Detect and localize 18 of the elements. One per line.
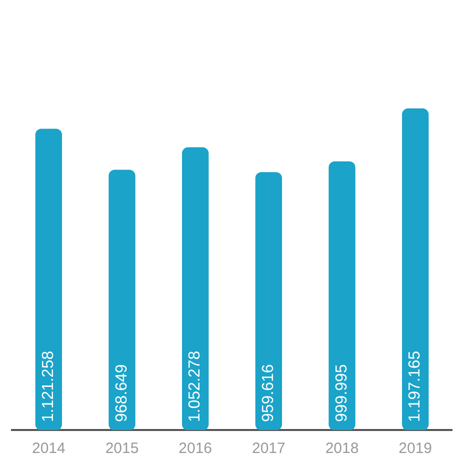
data-label: 1.121.258 <box>40 350 58 422</box>
x-tick-label: 2014 <box>32 440 66 458</box>
x-tick-label: 2019 <box>398 440 432 458</box>
bar <box>35 128 62 430</box>
bar <box>402 108 429 430</box>
data-label: 968.649 <box>113 364 130 422</box>
bar <box>182 147 209 430</box>
bar <box>108 170 136 430</box>
data-label: 959.616 <box>260 364 278 422</box>
bar <box>328 161 356 430</box>
data-label: 999.995 <box>333 364 350 422</box>
x-tick-label: 2017 <box>252 440 286 458</box>
data-label: 1.052.278 <box>186 350 204 422</box>
data-label: 1.197.165 <box>406 350 424 422</box>
bar <box>255 172 282 430</box>
x-tick-label: 2018 <box>325 440 359 458</box>
x-tick-label: 2015 <box>105 440 139 458</box>
x-tick-label: 2016 <box>178 440 212 458</box>
